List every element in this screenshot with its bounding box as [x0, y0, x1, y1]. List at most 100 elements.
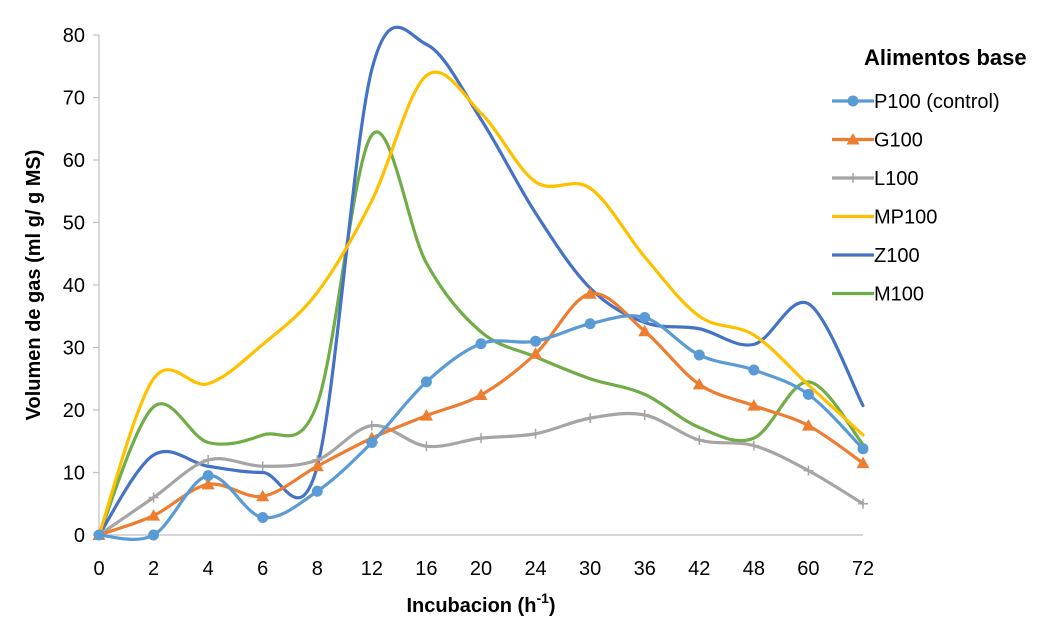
data-point: [419, 409, 433, 421]
data-point: [474, 388, 488, 400]
x-tick-label: 72: [852, 558, 874, 580]
x-axis-title-main: Incubacion (h: [406, 595, 536, 617]
data-point: [748, 440, 759, 451]
legend-marker: [846, 133, 860, 145]
data-point: [148, 492, 159, 503]
data-point: [93, 529, 105, 541]
series-z100: [97, 25, 865, 537]
series-line: [97, 291, 865, 537]
x-tick-label: 24: [524, 558, 546, 580]
series-p100-control: [93, 312, 869, 541]
data-point: [366, 437, 378, 448]
legend-marker: [848, 173, 858, 183]
x-tick-label: 2: [148, 558, 159, 580]
x-tick-label: 20: [470, 558, 492, 580]
legend-item: M100: [832, 284, 924, 306]
x-tick-label: 16: [415, 558, 437, 580]
data-point: [256, 489, 270, 502]
data-point: [694, 435, 705, 445]
x-tick-label: 36: [634, 558, 656, 580]
legend-item: MP100: [832, 207, 937, 229]
x-tick-label: 42: [688, 558, 710, 580]
x-axis-title: Incubacion (h-1): [406, 590, 555, 617]
legend-title: Alimentos base: [864, 45, 1027, 70]
y-tick-label: 70: [63, 88, 85, 110]
data-point: [257, 461, 268, 472]
data-point: [638, 324, 652, 337]
legend-label: MP100: [874, 207, 937, 229]
data-point: [857, 443, 869, 455]
x-tick-label: 12: [361, 558, 383, 580]
data-point: [476, 433, 486, 444]
series-line: [97, 314, 865, 541]
legend: Alimentos base P100 (control) G100 L100 MP1…: [832, 45, 1027, 306]
legend-label: L100: [874, 168, 919, 190]
data-point: [585, 413, 596, 424]
x-tick-label: 30: [579, 558, 601, 580]
data-point: [148, 529, 160, 541]
series-line: [97, 130, 865, 537]
series-line: [97, 411, 865, 537]
legend-label: Z100: [874, 245, 920, 267]
data-point: [858, 498, 868, 509]
data-point: [747, 399, 761, 411]
y-tick-label: 30: [63, 338, 85, 360]
data-point: [856, 456, 870, 469]
y-tick-label: 60: [63, 150, 85, 172]
data-point: [803, 465, 814, 476]
series-line: [97, 25, 865, 537]
y-tick-labels: 0 10 20 30 40 50 60 70 80: [63, 25, 85, 547]
series-mp100: [97, 70, 865, 537]
data-point: [475, 338, 487, 350]
data-point: [639, 312, 651, 323]
y-tick-label: 80: [63, 25, 85, 47]
data-point: [421, 441, 432, 452]
series-g100: [92, 287, 870, 540]
data-point: [366, 420, 377, 431]
data-point: [310, 459, 324, 472]
data-point: [801, 419, 815, 431]
x-tick-label: 0: [93, 558, 104, 580]
x-axis-title-end: ): [549, 595, 556, 617]
series-m100: [97, 130, 865, 537]
data-point: [202, 470, 214, 482]
data-point: [584, 318, 596, 330]
data-point: [583, 287, 597, 299]
x-tick-label: 6: [257, 558, 268, 580]
y-tick-label: 10: [63, 463, 85, 485]
data-point: [147, 509, 161, 521]
data-point: [420, 376, 432, 388]
data-point: [802, 388, 814, 400]
data-point: [693, 349, 705, 361]
legend-item: G100: [832, 130, 923, 152]
data-point: [203, 455, 214, 465]
x-tick-label: 60: [797, 558, 819, 580]
y-tick-label: 0: [74, 525, 85, 547]
legend-item: P100 (control): [832, 91, 1000, 113]
data-point: [692, 377, 706, 390]
x-tick-label: 8: [312, 558, 323, 580]
series-group: [92, 25, 870, 541]
legend-label: M100: [874, 284, 924, 306]
y-tick-label: 20: [63, 400, 85, 422]
data-point: [201, 477, 215, 490]
data-point: [311, 485, 323, 497]
legend-item: Z100: [832, 245, 920, 267]
y-tick-label: 50: [63, 213, 85, 235]
data-point: [530, 335, 542, 347]
data-point: [639, 410, 650, 420]
x-axis-title-superscript: -1: [536, 590, 549, 606]
axes: [93, 34, 863, 536]
data-point: [257, 512, 269, 523]
x-tick-label: 48: [743, 558, 765, 580]
data-point: [748, 364, 760, 376]
y-axis-title: Volumen de gas (ml g/ g MS): [23, 150, 45, 421]
legend-label: P100 (control): [874, 91, 1000, 113]
y-tick-label: 40: [63, 275, 85, 297]
legend-label: G100: [874, 130, 923, 152]
legend-item: L100: [832, 168, 919, 190]
data-point: [530, 428, 541, 439]
data-point: [529, 347, 543, 359]
legend-marker: [847, 95, 859, 107]
